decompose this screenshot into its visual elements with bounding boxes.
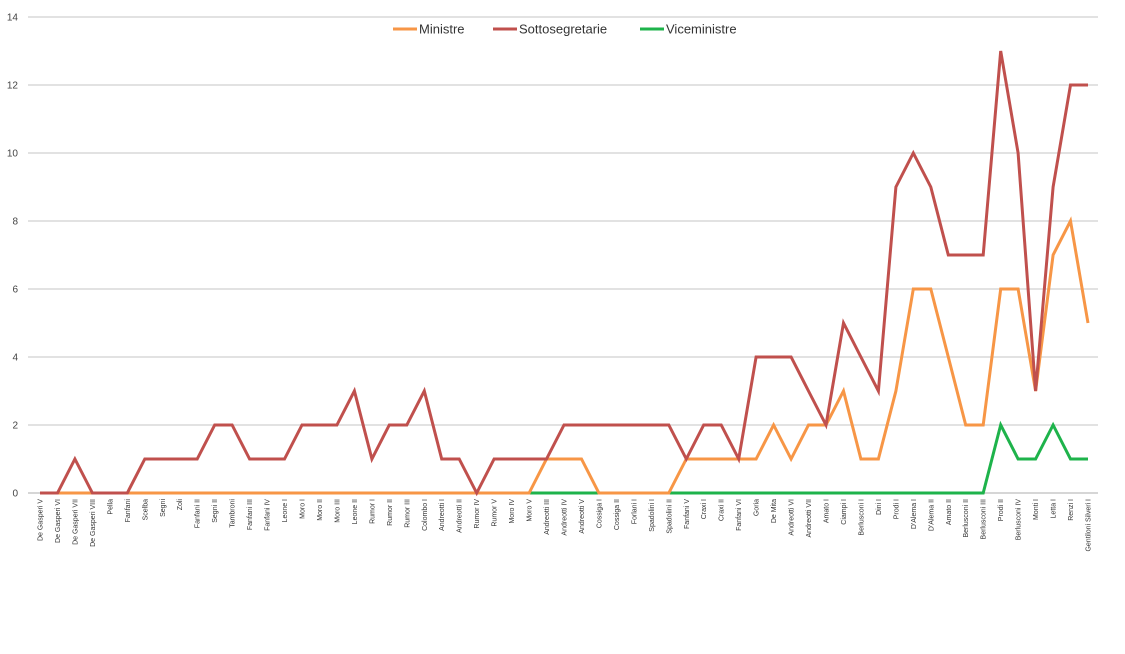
gridlines — [28, 16, 1098, 494]
x-tick-label: Forlani I — [631, 499, 638, 524]
x-tick-label: Fanfani IV — [265, 499, 272, 531]
x-tick-label: Spadolini II — [666, 499, 673, 534]
x-tick-label: Andreotti II — [457, 499, 464, 533]
series-line-sottosegretarie — [40, 50, 1088, 497]
legend-label-viceministre: Viceministre — [666, 22, 737, 37]
x-tick-label: D'Alema II — [928, 499, 935, 531]
series-line-ministre — [40, 216, 1090, 495]
x-tick-label: Fanfani VI — [736, 499, 743, 531]
x-tick-label: Moro V — [527, 499, 534, 522]
x-tick-label: Craxi II — [719, 499, 726, 521]
x-tick-label: De Gasperi VI — [55, 499, 62, 543]
x-tick-label: Scelba — [142, 499, 149, 521]
x-tick-label: Rumor II — [387, 499, 394, 526]
x-tick-label: Moro III — [334, 499, 341, 523]
x-tick-label: Prodi II — [998, 499, 1005, 521]
x-tick-label: Pella — [107, 499, 114, 515]
x-tick-label: Andreotti I — [439, 499, 446, 531]
y-tick-label: 2 — [12, 421, 18, 432]
x-tick-label: Berlusconi I — [858, 499, 865, 536]
x-tick-label: Berlusconi IV — [1016, 499, 1023, 541]
x-tick-label: Cossiga I — [596, 499, 603, 528]
x-tick-label: Rumor I — [369, 499, 376, 524]
legend-label-sottosegretarie: Sottosegretarie — [519, 22, 607, 37]
x-tick-label: Andreotti VII — [806, 499, 813, 538]
y-axis-ticks: 0 2 4 6 8 10 12 14 — [7, 13, 19, 500]
x-tick-label: Amato II — [946, 499, 953, 525]
x-axis-ticks: De Gasperi V De Gasperi VI De Gasperi VII D… — [38, 499, 1093, 552]
x-tick-label: Andreotti V — [579, 499, 586, 534]
y-tick-label: 6 — [12, 285, 18, 296]
x-tick-label: D'Alema I — [911, 499, 918, 529]
x-tick-label: Fanfani V — [684, 499, 691, 529]
x-tick-label: Ciampi I — [841, 499, 848, 525]
x-tick-label: Andreotti III — [544, 499, 551, 535]
x-tick-label: Berlusconi II — [963, 499, 970, 538]
x-tick-label: Rumor V — [492, 499, 499, 527]
x-tick-label: De Gasperi VIII — [90, 499, 97, 547]
series-lines — [40, 50, 1090, 497]
x-tick-label: De Gasperi V — [38, 499, 45, 541]
y-tick-label: 4 — [12, 353, 18, 364]
x-tick-label: Cossiga II — [614, 499, 621, 530]
legend: Ministre Sottosegretarie Viceministre — [393, 22, 737, 37]
x-tick-label: Prodi I — [893, 499, 900, 519]
y-tick-label: 8 — [12, 217, 18, 228]
x-tick-label: Spadolini I — [649, 499, 656, 532]
y-tick-label: 12 — [7, 81, 19, 92]
x-tick-label: Dini I — [876, 499, 883, 515]
x-tick-label: Moro I — [300, 499, 307, 519]
y-tick-label: 10 — [7, 149, 19, 160]
x-tick-label: Gentiloni Silveri I — [1086, 499, 1093, 552]
x-tick-label: Leone II — [352, 499, 359, 524]
y-tick-label: 14 — [7, 13, 19, 24]
x-tick-label: Segni — [160, 499, 167, 517]
x-tick-label: Fanfani II — [195, 499, 202, 528]
x-tick-label: Andreotti IV — [562, 499, 569, 536]
x-tick-label: Andreotti VI — [789, 499, 796, 536]
x-tick-label: Renzi I — [1068, 499, 1075, 521]
x-tick-label: Segni II — [212, 499, 219, 523]
x-tick-label: Amato I — [824, 499, 831, 523]
x-tick-label: Tambroni — [230, 499, 237, 528]
x-tick-label: De Mita — [771, 499, 778, 523]
x-tick-label: Letta I — [1051, 499, 1058, 519]
x-tick-label: Zoli — [177, 499, 184, 511]
x-tick-label: Craxi I — [701, 499, 708, 519]
x-tick-label: Colombo I — [422, 499, 429, 531]
x-tick-label: Monti I — [1033, 499, 1040, 520]
x-tick-label: Fanfani — [125, 499, 132, 523]
legend-label-ministre: Ministre — [419, 22, 465, 37]
x-tick-label: Leone I — [282, 499, 289, 522]
x-tick-label: Moro IV — [509, 499, 516, 524]
x-tick-label: De Gasperi VII — [72, 499, 79, 545]
x-tick-label: Rumor IV — [474, 499, 481, 529]
x-tick-label: Berlusconi III — [981, 499, 988, 540]
x-tick-label: Fanfani III — [247, 499, 254, 530]
x-tick-label: Moro II — [317, 499, 324, 521]
y-tick-label: 0 — [12, 489, 18, 500]
x-tick-label: Goria — [754, 499, 761, 516]
x-tick-label: Rumor III — [404, 499, 411, 528]
